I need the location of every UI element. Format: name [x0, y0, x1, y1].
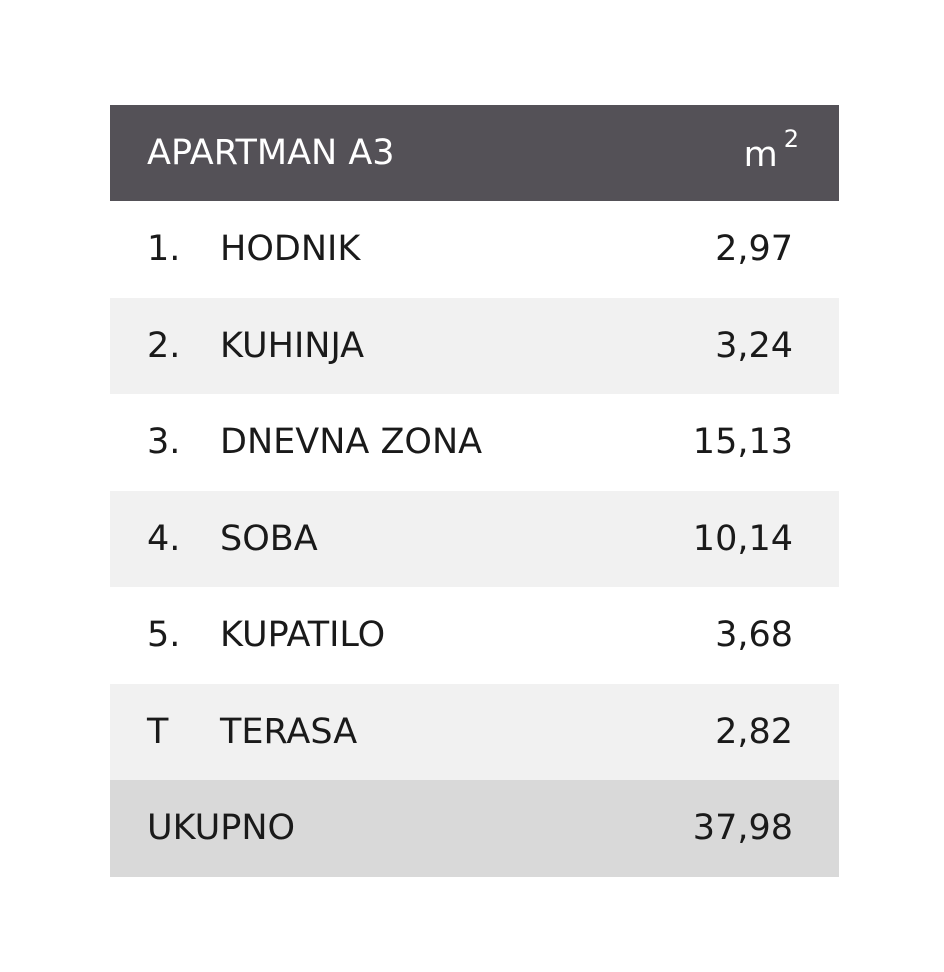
room-area: 15,13 [692, 422, 793, 463]
total-value: 37,98 [692, 808, 793, 849]
room-name: KUPATILO [220, 615, 386, 656]
room-name: SOBA [220, 518, 318, 559]
title: APARTMAN A3 [147, 133, 395, 173]
row-number: 4. [147, 518, 181, 559]
room-area: 2,97 [715, 229, 793, 270]
unit-base: m [743, 134, 778, 175]
table-row: T TERASA 2,82 [110, 683, 839, 780]
rows: 1. HODNIK 2,97 2. KUHINJA 3,24 3. DNEVNA ZONA 15… [110, 201, 839, 780]
table-row: 2. KUHINJA 3,24 [110, 297, 839, 394]
row-number: 3. [147, 422, 181, 463]
row-number: 2. [147, 325, 181, 366]
unit-exponent: 2 [783, 125, 799, 154]
room-name: DNEVNA ZONA [220, 422, 483, 463]
row-number: 1. [147, 229, 181, 270]
room-area: 10,14 [692, 518, 793, 559]
table-row: 5. KUPATILO 3,68 [110, 587, 839, 684]
room-area: 2,82 [715, 711, 793, 752]
room-name: HODNIK [220, 229, 361, 270]
table-row: 1. HODNIK 2,97 [110, 201, 839, 298]
total-row: UKUPNO 37,98 [110, 780, 839, 877]
room-name: KUHINJA [220, 325, 365, 366]
room-name: TERASA [220, 711, 358, 752]
table-row: 3. DNEVNA ZONA 15,13 [110, 394, 839, 491]
total-label: UKUPNO [147, 808, 296, 849]
room-area: 3,68 [715, 615, 793, 656]
room-area: 3,24 [715, 325, 793, 366]
row-number: T [147, 711, 169, 752]
row-number: 5. [147, 615, 181, 656]
table-row: 4. SOBA 10,14 [110, 490, 839, 587]
